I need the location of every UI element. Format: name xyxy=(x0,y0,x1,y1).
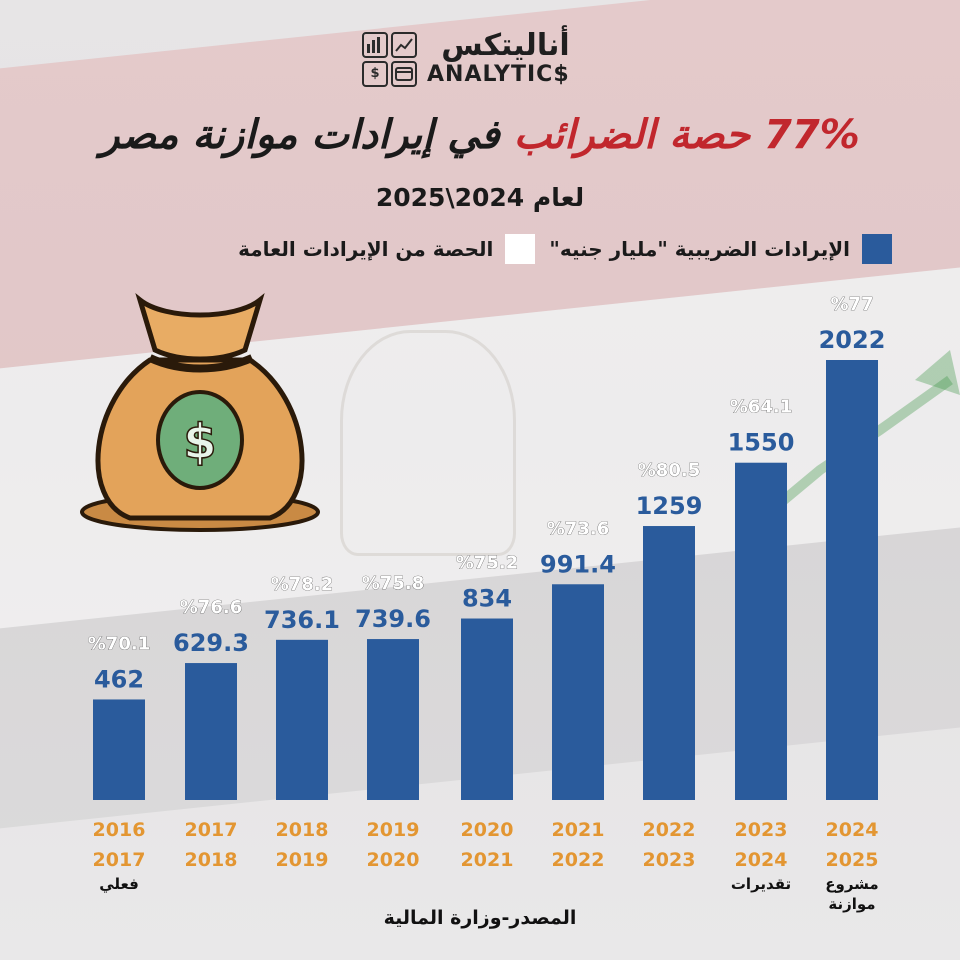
tick-note-0-0: فعلي xyxy=(99,875,139,893)
brand-logo: $ أناليتكس ANALYTIC$ xyxy=(362,30,570,88)
bar-6 xyxy=(643,526,695,800)
eagle-emblem-icon xyxy=(340,330,516,556)
chart-legend: الإيرادات الضريبية "مليار جنيه" الحصة من… xyxy=(238,234,892,264)
bar-2 xyxy=(276,639,328,800)
tick-label-top-5: 2021 xyxy=(552,819,605,841)
tick-label-bottom-5: 2022 xyxy=(552,849,605,871)
tick-label-bottom-4: 2021 xyxy=(461,849,514,871)
bar-share-label-2: %78.2 xyxy=(271,574,333,595)
bar-value-label-2: 736.1 xyxy=(264,606,340,634)
tick-note-8-1: موازنة xyxy=(828,895,875,913)
dollar-icon: $ xyxy=(362,60,388,87)
legend-item-tax: الإيرادات الضريبية "مليار جنيه" xyxy=(549,234,892,264)
tick-label-bottom-3: 2020 xyxy=(367,849,420,871)
bar-value-label-6: 1259 xyxy=(636,492,703,520)
title-rest: في إيرادات موازنة مصر xyxy=(100,112,514,158)
bar-share-label-7: %64.1 xyxy=(730,397,792,418)
logo-arabic-text: أناليتكس xyxy=(441,28,570,63)
legend-item-share: الحصة من الإيرادات العامة xyxy=(238,234,536,264)
tick-label-top-1: 2017 xyxy=(185,819,238,841)
bar-share-label-4: %75.2 xyxy=(456,553,518,574)
bar-share-label-6: %80.5 xyxy=(638,460,700,481)
tick-label-top-6: 2022 xyxy=(643,819,696,841)
bar-value-label-4: 834 xyxy=(462,585,512,613)
bar-value-label-1: 629.3 xyxy=(173,629,249,657)
legend-swatch-share xyxy=(505,234,536,264)
bar-value-label-5: 991.4 xyxy=(540,550,616,578)
bar-share-label-3: %75.8 xyxy=(362,573,424,594)
bar-value-label-8: 2022 xyxy=(819,326,886,354)
svg-text:$: $ xyxy=(183,414,216,470)
logo-icon-grid: $ xyxy=(362,31,417,87)
tick-label-top-7: 2023 xyxy=(735,819,788,841)
bar-value-label-7: 1550 xyxy=(728,429,795,457)
tick-label-top-0: 2016 xyxy=(93,819,146,841)
tick-label-top-2: 2018 xyxy=(276,819,329,841)
bar-3 xyxy=(367,639,419,800)
tick-label-bottom-6: 2023 xyxy=(643,849,696,871)
bar-0 xyxy=(93,699,145,800)
source-note: المصدر-وزارة المالية xyxy=(383,907,577,929)
logo-english-text: ANALYTIC$ xyxy=(427,62,570,87)
bar-4 xyxy=(461,618,513,800)
bar-share-label-8: %77 xyxy=(830,294,873,315)
tick-label-bottom-1: 2018 xyxy=(185,849,238,871)
tick-label-bottom-2: 2019 xyxy=(276,849,329,871)
page-title: 77% حصة الضرائب في إيرادات موازنة مصر xyxy=(0,112,960,158)
tick-label-top-4: 2020 xyxy=(461,819,514,841)
legend-swatch-tax xyxy=(862,234,892,264)
title-accent: 77% حصة الضرائب xyxy=(513,112,860,158)
tick-label-bottom-8: 2025 xyxy=(826,849,879,871)
bar-5 xyxy=(552,584,604,800)
tick-note-7-0: تقديرات xyxy=(731,875,791,893)
legend-label-tax: الإيرادات الضريبية "مليار جنيه" xyxy=(549,237,850,261)
bar-share-label-1: %76.6 xyxy=(180,597,242,618)
money-bag-icon: $ xyxy=(80,293,320,532)
tick-label-top-3: 2019 xyxy=(367,819,420,841)
bar-value-label-3: 739.6 xyxy=(355,605,431,633)
legend-label-share: الحصة من الإيرادات العامة xyxy=(238,237,494,261)
tick-label-top-8: 2024 xyxy=(826,819,879,841)
bar-1 xyxy=(185,663,237,800)
tick-label-bottom-7: 2024 xyxy=(735,849,788,871)
bar-share-label-5: %73.6 xyxy=(547,518,609,539)
bar-share-label-0: %70.1 xyxy=(88,633,150,654)
bar-value-label-0: 462 xyxy=(94,665,144,693)
page-subtitle: لعام 2024\2025 xyxy=(375,183,585,212)
tick-label-bottom-0: 2017 xyxy=(93,849,146,871)
credit-card-icon xyxy=(391,60,417,87)
bar-7 xyxy=(735,462,787,800)
bar-chart-icon xyxy=(362,31,388,58)
tick-note-8-0: مشروع xyxy=(825,875,878,893)
bar-8 xyxy=(826,360,878,800)
trend-line-icon xyxy=(391,31,417,58)
